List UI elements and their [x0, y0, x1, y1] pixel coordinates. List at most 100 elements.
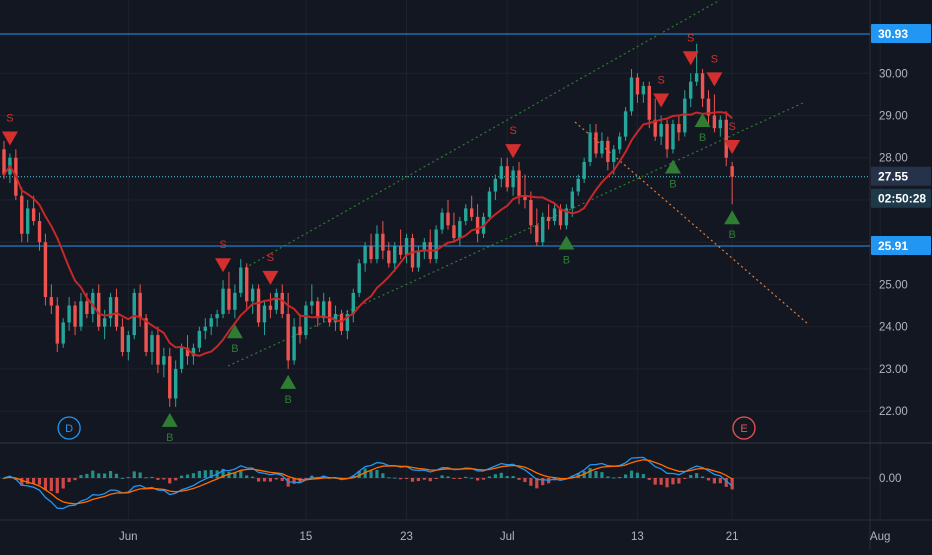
candle[interactable]: [108, 292, 113, 327]
candle[interactable]: [209, 313, 213, 336]
candle[interactable]: [464, 204, 468, 226]
candle[interactable]: [469, 195, 474, 222]
sell-signal[interactable]: S: [724, 121, 741, 154]
candle[interactable]: [552, 204, 557, 226]
sell-signal[interactable]: S: [505, 125, 522, 159]
candle[interactable]: [629, 69, 634, 116]
candle[interactable]: [452, 212, 456, 243]
candle[interactable]: [546, 204, 551, 230]
candle[interactable]: [203, 318, 207, 340]
buy-signal[interactable]: B: [161, 412, 178, 444]
sell-signal[interactable]: S: [262, 252, 279, 285]
candle[interactable]: [381, 221, 385, 260]
sell-signal[interactable]: S: [682, 32, 699, 66]
buy-signal[interactable]: B: [724, 210, 741, 241]
candle[interactable]: [434, 225, 438, 264]
candle[interactable]: [245, 263, 249, 310]
candle[interactable]: [357, 259, 361, 298]
candle[interactable]: [635, 73, 640, 103]
candle[interactable]: [345, 309, 350, 340]
candle[interactable]: [594, 123, 598, 158]
candle[interactable]: [641, 81, 646, 103]
candle[interactable]: [333, 305, 338, 331]
candle[interactable]: [576, 174, 580, 196]
candle[interactable]: [274, 288, 279, 314]
candle[interactable]: [523, 174, 527, 209]
buy-signal[interactable]: B: [558, 235, 575, 267]
candle[interactable]: [511, 166, 515, 196]
candle[interactable]: [398, 229, 403, 260]
candle[interactable]: [718, 115, 723, 137]
candle[interactable]: [239, 259, 243, 298]
sell-signal[interactable]: S: [1, 113, 18, 146]
candle[interactable]: [700, 69, 705, 108]
sell-signal[interactable]: S: [706, 53, 723, 87]
candle[interactable]: [493, 174, 498, 200]
candle[interactable]: [440, 208, 444, 234]
candle[interactable]: [689, 73, 693, 108]
candle[interactable]: [617, 132, 622, 154]
candle[interactable]: [250, 284, 255, 314]
candle[interactable]: [535, 208, 539, 247]
candle[interactable]: [724, 111, 728, 167]
candle[interactable]: [268, 292, 273, 319]
candle[interactable]: [393, 242, 397, 272]
candle[interactable]: [665, 119, 669, 158]
candle[interactable]: [677, 115, 681, 141]
candle[interactable]: [114, 288, 119, 331]
candle[interactable]: [150, 330, 154, 365]
candle[interactable]: [541, 212, 545, 247]
price-label-current[interactable]: 27.55: [871, 166, 931, 186]
candle[interactable]: [582, 157, 586, 184]
candle[interactable]: [694, 43, 699, 86]
candle[interactable]: [292, 318, 296, 365]
candle[interactable]: [499, 157, 503, 188]
candle[interactable]: [316, 297, 320, 327]
candle[interactable]: [25, 199, 30, 243]
candle[interactable]: [475, 204, 480, 243]
candle[interactable]: [197, 326, 202, 352]
buy-signal[interactable]: B: [694, 113, 711, 144]
candle[interactable]: [31, 195, 36, 226]
candle[interactable]: [37, 212, 42, 251]
candle[interactable]: [162, 347, 166, 378]
candle[interactable]: [61, 318, 65, 348]
signal-line[interactable]: [3, 459, 733, 505]
price-label-timer[interactable]: 02:50:28: [871, 188, 931, 208]
candle[interactable]: [43, 233, 48, 306]
candle[interactable]: [156, 326, 160, 374]
candle[interactable]: [97, 284, 101, 331]
candle[interactable]: [422, 237, 427, 260]
sell-signal[interactable]: S: [653, 75, 670, 108]
candle[interactable]: [310, 284, 314, 314]
candle[interactable]: [671, 119, 675, 154]
candle[interactable]: [298, 313, 302, 344]
candle[interactable]: [120, 318, 125, 357]
candle[interactable]: [653, 98, 657, 141]
candle[interactable]: [79, 292, 83, 331]
candle[interactable]: [623, 107, 628, 141]
candle[interactable]: [327, 297, 332, 327]
channel-upper-line[interactable]: [244, 0, 721, 269]
candle[interactable]: [179, 343, 184, 374]
candle[interactable]: [351, 288, 355, 323]
candle[interactable]: [304, 301, 308, 340]
buy-signal[interactable]: B: [664, 159, 681, 191]
price-label-hline[interactable]: 30.93: [871, 24, 931, 43]
candle[interactable]: [73, 301, 77, 336]
price-label-hline[interactable]: 25.91: [871, 236, 931, 255]
candle[interactable]: [67, 297, 71, 331]
moving-average-line[interactable]: [3, 111, 733, 357]
candle[interactable]: [49, 284, 54, 314]
event-marker-e[interactable]: E: [732, 416, 756, 440]
candle[interactable]: [215, 309, 219, 327]
buy-signal[interactable]: B: [226, 324, 243, 355]
candle[interactable]: [564, 204, 569, 230]
candle[interactable]: [55, 297, 59, 352]
candle[interactable]: [126, 330, 131, 361]
candle[interactable]: [647, 81, 651, 129]
candle[interactable]: [404, 233, 409, 264]
candle[interactable]: [570, 187, 575, 217]
candle[interactable]: [2, 140, 6, 179]
